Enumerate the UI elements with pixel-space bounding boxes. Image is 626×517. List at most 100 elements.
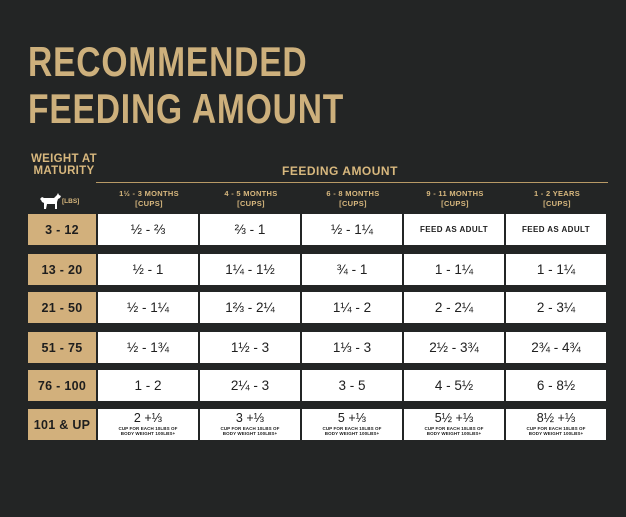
feeding-amount-value: 2½ - 3¾ <box>429 340 479 355</box>
feeding-cell: 5 +⅓ CUP FOR EACH 10LBS OF BODY WEIGHT 100… <box>302 409 402 440</box>
feeding-cell: 6 - 8½ <box>506 370 606 401</box>
column-header-label: 4 - 5 MONTHS <box>224 189 278 198</box>
column-header-unit: [CUPS] <box>237 199 265 208</box>
feeding-cell: 2 +⅓ CUP FOR EACH 10LBS OF BODY WEIGHT 100… <box>98 409 198 440</box>
column-header: 4 - 5 MONTHS [CUPS] <box>200 189 302 209</box>
weight-row-label: 76 - 100 <box>28 370 96 401</box>
note-line-2: BODY WEIGHT 100LBS+ <box>120 431 176 436</box>
feeding-cell: ½ - 1¾ <box>98 332 198 363</box>
column-header: 1½ - 3 MONTHS [CUPS] <box>98 189 200 209</box>
feeding-amount-value: 1⅓ - 3 <box>332 340 372 355</box>
feeding-cell: 2 - 2¼ <box>404 292 504 323</box>
feeding-amount-value: 1 - 1¼ <box>536 262 576 277</box>
feeding-amount-value: 1¼ - 1½ <box>225 262 275 277</box>
feeding-cell: ½ - 1¼ <box>98 292 198 323</box>
note-line-1: CUP FOR EACH 10LBS OF <box>322 426 382 431</box>
note-line-1: CUP FOR EACH 10LBS OF <box>526 426 586 431</box>
feeding-amount-value: ⅔ - 1 <box>234 222 266 237</box>
feeding-cell: 2 - 3¼ <box>506 292 606 323</box>
feeding-cell: 2¼ - 3 <box>200 370 300 401</box>
feeding-amount-value: 6 - 8½ <box>536 378 576 393</box>
feeding-amount-value: 1 - 2 <box>134 378 162 393</box>
feeding-amount-value: 1 - 1¼ <box>434 262 474 277</box>
feeding-amount-value: 5 +⅓ <box>337 411 367 425</box>
note-line-1: CUP FOR EACH 10LBS OF <box>424 426 484 431</box>
column-header-label: 1 - 2 YEARS <box>533 189 581 198</box>
weight-header: WEIGHT AT MATURITY <box>22 153 106 177</box>
per-weight-note: CUP FOR EACH 10LBS OF BODY WEIGHT 100LBS+ <box>322 426 381 436</box>
weight-row-label: 3 - 12 <box>28 214 96 245</box>
note-line-2: BODY WEIGHT 100LBS+ <box>324 431 380 436</box>
weight-header-line-2: MATURITY <box>33 165 95 177</box>
weight-row-label: 13 - 20 <box>28 254 96 285</box>
per-weight-note: CUP FOR EACH 10LBS OF BODY WEIGHT 100LBS+ <box>526 426 585 436</box>
weight-row-label: 21 - 50 <box>28 292 96 323</box>
title-line-2: FEEDING AMOUNT <box>28 85 345 132</box>
feeding-cell: 3 +⅓ CUP FOR EACH 10LBS OF BODY WEIGHT 100… <box>200 409 300 440</box>
column-header-unit: [CUPS] <box>339 199 367 208</box>
column-header: 1 - 2 YEARS [CUPS] <box>506 189 608 209</box>
feeding-cell: 1⅓ - 3 <box>302 332 402 363</box>
feeding-amount-value: 1¼ - 2 <box>332 300 372 315</box>
feeding-amount-value: ½ - 1 <box>132 262 164 277</box>
feeding-amount-value: 2¼ - 3 <box>230 378 270 393</box>
per-weight-note: CUP FOR EACH 10LBS OF BODY WEIGHT 100LBS+ <box>220 426 279 436</box>
weight-row-label: 51 - 75 <box>28 332 96 363</box>
feeding-amount-header: FEEDING AMOUNT <box>282 164 398 178</box>
feeding-cell: 1 - 1¼ <box>404 254 504 285</box>
feeding-cell: 2¾ - 4¾ <box>506 332 606 363</box>
note-line-2: BODY WEIGHT 100LBS+ <box>222 431 278 436</box>
feeding-cell: ½ - 1 <box>98 254 198 285</box>
feeding-cell: ½ - 1¼ <box>302 214 402 245</box>
feeding-amount-value: 3 +⅓ <box>235 411 265 425</box>
weight-row-label: 101 & UP <box>28 409 96 440</box>
column-header-label: 1½ - 3 MONTHS <box>119 189 179 198</box>
feeding-cell: FEED AS ADULT <box>506 214 606 245</box>
feeding-amount-value: 2 - 3¼ <box>536 300 576 315</box>
feeding-amount-value: 5½ +⅓ <box>434 411 474 425</box>
feeding-cell: 1 - 2 <box>98 370 198 401</box>
feeding-cell: 1¼ - 1½ <box>200 254 300 285</box>
feeding-cell: ⅔ - 1 <box>200 214 300 245</box>
per-weight-note: CUP FOR EACH 10LBS OF BODY WEIGHT 100LBS+ <box>118 426 177 436</box>
column-header-label: 9 - 11 MONTHS <box>426 189 484 198</box>
note-line-2: BODY WEIGHT 100LBS+ <box>426 431 482 436</box>
feeding-amount-value: ½ - 1¾ <box>126 340 170 355</box>
feeding-cell: 2½ - 3¾ <box>404 332 504 363</box>
header-divider <box>96 182 608 183</box>
column-header-label: 6 - 8 MONTHS <box>326 189 380 198</box>
note-line-1: CUP FOR EACH 10LBS OF <box>220 426 280 431</box>
weight-unit-label: [LBS] <box>62 198 80 205</box>
feeding-cell: 8½ +⅓ CUP FOR EACH 10LBS OF BODY WEIGHT 10… <box>506 409 606 440</box>
feeding-amount-value: 1½ - 3 <box>230 340 270 355</box>
feeding-cell: 5½ +⅓ CUP FOR EACH 10LBS OF BODY WEIGHT 10… <box>404 409 504 440</box>
dog-icon <box>40 193 61 209</box>
feeding-amount-value: ½ - 1¼ <box>330 222 374 237</box>
column-header-unit: [CUPS] <box>543 199 571 208</box>
feeding-amount-value: ½ - ⅔ <box>130 222 166 237</box>
note-line-2: BODY WEIGHT 100LBS+ <box>528 431 584 436</box>
feeding-amount-value: 2 +⅓ <box>133 411 163 425</box>
feeding-amount-value: 8½ +⅓ <box>536 411 576 425</box>
feeding-amount-value: 4 - 5½ <box>434 378 474 393</box>
feeding-cell: ¾ - 1 <box>302 254 402 285</box>
feeding-cell: 4 - 5½ <box>404 370 504 401</box>
page-title: RECOMMENDED FEEDING AMOUNT <box>28 38 344 132</box>
feeding-amount-value: 2¾ - 4¾ <box>531 340 581 355</box>
feeding-amount-value: FEED AS ADULT <box>419 225 488 234</box>
feeding-amount-value: 3 - 5 <box>338 378 366 393</box>
feeding-cell: 1¼ - 2 <box>302 292 402 323</box>
feeding-cell: 1½ - 3 <box>200 332 300 363</box>
feeding-amount-value: 2 - 2¼ <box>434 300 474 315</box>
feeding-amount-value: FEED AS ADULT <box>521 225 590 234</box>
feeding-amount-value: ¾ - 1 <box>336 262 368 277</box>
note-line-1: CUP FOR EACH 10LBS OF <box>118 426 178 431</box>
feeding-amount-value: 1⅔ - 2¼ <box>225 300 275 315</box>
per-weight-note: CUP FOR EACH 10LBS OF BODY WEIGHT 100LBS+ <box>424 426 483 436</box>
feeding-cell: 1⅔ - 2¼ <box>200 292 300 323</box>
column-header-unit: [CUPS] <box>441 199 469 208</box>
column-header: 9 - 11 MONTHS [CUPS] <box>404 189 506 209</box>
feeding-cell: 3 - 5 <box>302 370 402 401</box>
column-header-unit: [CUPS] <box>135 199 163 208</box>
feeding-cell: FEED AS ADULT <box>404 214 504 245</box>
